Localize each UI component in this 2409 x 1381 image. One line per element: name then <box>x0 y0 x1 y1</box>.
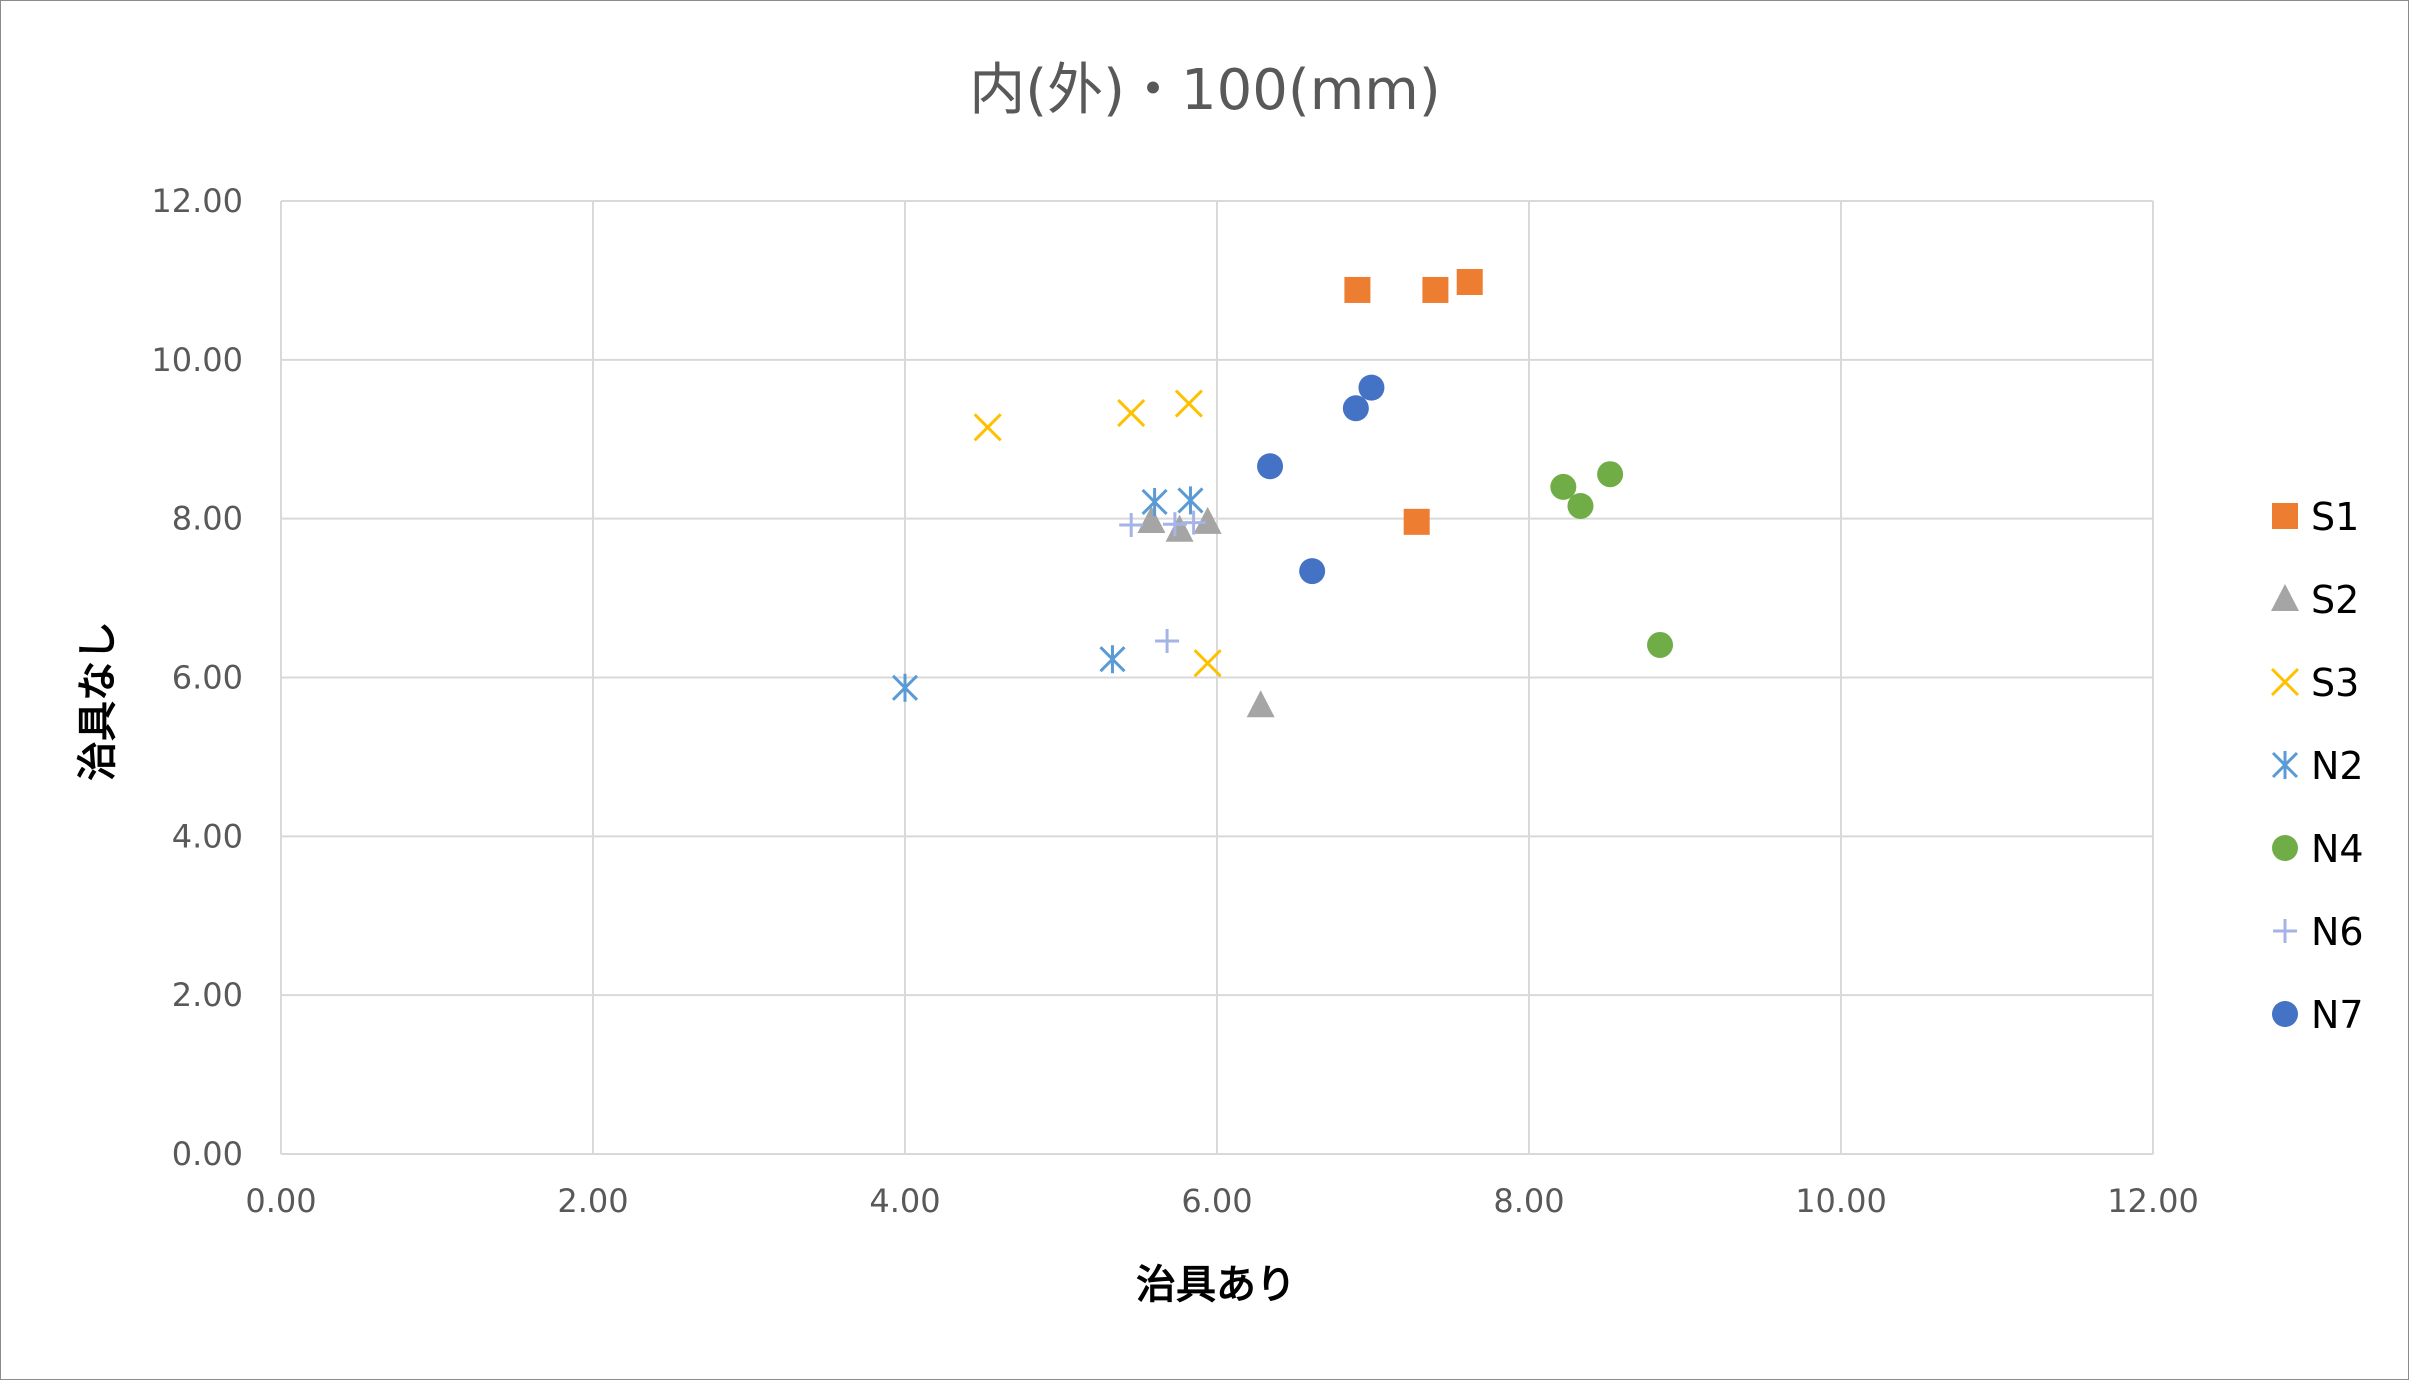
x-tick-label: 8.00 <box>1493 1182 1564 1220</box>
y-tick-label: 2.00 <box>172 976 243 1014</box>
data-point-s3 <box>973 413 1002 442</box>
x-tick-label: 2.00 <box>557 1182 628 1220</box>
data-point-n6 <box>1119 513 1144 538</box>
x-marker-stroke <box>1117 398 1146 428</box>
data-point-s1 <box>1344 276 1371 303</box>
legend-item-s2: S2 <box>2271 578 2359 622</box>
y-tick-label: 10.00 <box>151 341 243 379</box>
square-marker <box>1403 508 1430 535</box>
x-tick-label: 4.00 <box>869 1182 940 1220</box>
data-point-n7 <box>1358 374 1385 401</box>
data-point-n7 <box>1257 453 1284 480</box>
x-marker-stroke <box>1174 389 1203 418</box>
data-point-s3 <box>1193 649 1222 678</box>
gridlines <box>280 200 2154 1155</box>
x-marker-stroke <box>2270 667 2300 697</box>
circle-marker <box>1257 453 1284 480</box>
legend-marker <box>2272 503 2298 529</box>
data-point-s3 <box>1174 389 1203 418</box>
circle-marker <box>1597 461 1624 488</box>
legend-marker <box>2271 584 2299 611</box>
legend-item-n6: N6 <box>2273 910 2364 954</box>
triangle-marker <box>2271 584 2299 611</box>
x-tick-label: 6.00 <box>1181 1182 1252 1220</box>
circle-marker <box>2272 835 2298 861</box>
y-axis-ticks: 0.00 2.00 4.00 6.00 8.00 10.00 12.00 <box>151 182 243 1173</box>
legend-item-n7: N7 <box>2272 993 2364 1037</box>
data-point-n4 <box>1550 473 1577 500</box>
legend-label: N4 <box>2311 827 2364 871</box>
triangle-marker <box>1137 506 1166 534</box>
data-point-s3 <box>1117 398 1146 428</box>
circle-marker <box>1647 631 1674 658</box>
legend-marker <box>2273 919 2297 943</box>
triangle-marker <box>1246 690 1275 718</box>
legend-item-n2: N2 <box>2271 744 2364 788</box>
legend-marker <box>2271 751 2299 779</box>
chart-title: 内(外)・100(mm) <box>969 58 1440 123</box>
x-axis-ticks: 0.00 2.00 4.00 6.00 8.00 10.00 12.00 <box>245 1182 2198 1220</box>
data-point-s2 <box>1165 514 1194 542</box>
square-marker <box>2272 503 2298 529</box>
circle-marker <box>1358 374 1385 401</box>
data-point-s1 <box>1403 508 1430 535</box>
data-point-n2 <box>1177 486 1204 515</box>
circle-marker <box>1342 395 1369 422</box>
x-tick-label: 12.00 <box>2107 1182 2199 1220</box>
legend-item-s1: S1 <box>2272 495 2359 539</box>
data-point-n2 <box>891 673 919 702</box>
square-marker <box>1344 276 1371 303</box>
x-marker-stroke <box>1193 649 1222 678</box>
y-tick-label: 0.00 <box>172 1135 243 1173</box>
x-tick-label: 10.00 <box>1795 1182 1887 1220</box>
legend-marker <box>2270 667 2300 697</box>
square-marker <box>1422 276 1449 303</box>
data-point-s2 <box>1193 506 1222 534</box>
legend-label: S3 <box>2311 661 2359 705</box>
circle-marker <box>1567 492 1594 519</box>
data-point-n6 <box>1181 510 1206 535</box>
data-point-n2 <box>1099 645 1126 674</box>
y-tick-label: 6.00 <box>172 659 243 697</box>
legend-item-s3: S3 <box>2270 661 2359 705</box>
x-tick-label: 0.00 <box>245 1182 316 1220</box>
legend-label: S1 <box>2311 495 2359 539</box>
legend-marker <box>2272 1001 2298 1027</box>
data-points <box>891 269 1674 718</box>
circle-marker <box>1299 558 1326 585</box>
legend: S1 S2 S3 N2 N4 N6 N7 <box>2270 495 2364 1037</box>
triangle-marker <box>1165 514 1194 542</box>
x-axis-title: 治具あり <box>1136 1262 1296 1308</box>
data-point-n2 <box>1141 487 1168 516</box>
y-tick-label: 12.00 <box>151 182 243 220</box>
legend-label: N7 <box>2311 993 2364 1037</box>
data-point-n4 <box>1597 461 1624 488</box>
legend-item-n4: N4 <box>2272 827 2364 871</box>
legend-label: S2 <box>2311 578 2359 622</box>
data-point-s1 <box>1456 269 1483 296</box>
data-point-n6 <box>1155 628 1180 653</box>
square-marker <box>1456 269 1483 296</box>
data-point-n4 <box>1647 631 1674 658</box>
y-tick-label: 8.00 <box>172 500 243 538</box>
circle-marker <box>2272 1001 2298 1027</box>
legend-marker <box>2272 835 2298 861</box>
y-axis-title: 治具なし <box>75 621 121 781</box>
legend-label: N6 <box>2311 910 2364 954</box>
data-point-n6 <box>1162 512 1187 537</box>
data-point-n7 <box>1342 395 1369 422</box>
data-point-n4 <box>1567 492 1594 519</box>
circle-marker <box>1550 473 1577 500</box>
x-marker-stroke <box>973 413 1002 442</box>
data-point-s2 <box>1137 506 1166 534</box>
legend-label: N2 <box>2311 744 2364 788</box>
data-point-n7 <box>1299 558 1326 585</box>
data-point-s2 <box>1246 690 1275 718</box>
triangle-marker <box>1193 506 1222 534</box>
data-point-s1 <box>1422 276 1449 303</box>
y-tick-label: 4.00 <box>172 817 243 855</box>
